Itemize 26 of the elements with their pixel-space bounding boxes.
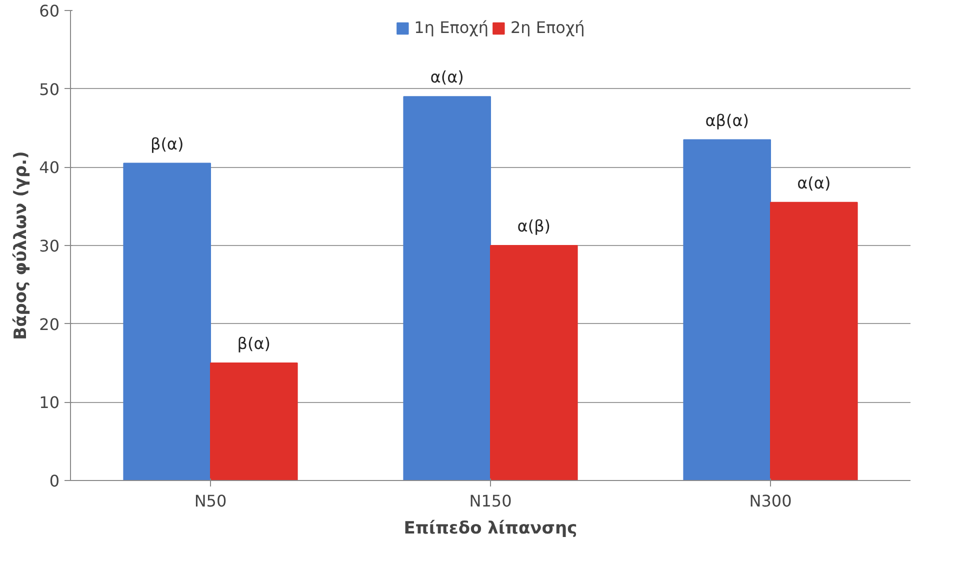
legend-label: 1η Εποχή (414, 18, 488, 37)
x-tick-label: N300 (749, 492, 792, 510)
data-label: β(α) (237, 334, 271, 353)
data-label: αβ(α) (705, 110, 749, 130)
bar (123, 162, 211, 480)
x-tick-label: N50 (194, 492, 227, 510)
data-label: α(α) (797, 173, 831, 192)
y-tick-label: 50 (39, 80, 60, 99)
y-axis-title: Βάρος φύλλων (γρ.) (11, 151, 32, 340)
y-tick-label: 20 (39, 314, 60, 334)
y-tick-label: 40 (39, 158, 60, 178)
data-label: α(β) (517, 216, 551, 236)
legend-label: 2η Εποχή (510, 18, 585, 37)
data-label: α(α) (430, 68, 464, 87)
y-tick-label: 0 (49, 472, 60, 490)
x-axis-title: Επίπεδο λίπανσης (404, 518, 578, 538)
bar (210, 362, 298, 480)
bar (490, 245, 578, 480)
x-tick-label: N150 (469, 492, 512, 510)
y-tick-label: 60 (39, 2, 60, 20)
bar (403, 96, 491, 480)
data-label: β(α) (150, 134, 184, 154)
y-tick-label: 10 (39, 393, 60, 412)
y-tick-label: 30 (39, 236, 60, 256)
bar (770, 202, 858, 480)
bar (683, 139, 771, 480)
